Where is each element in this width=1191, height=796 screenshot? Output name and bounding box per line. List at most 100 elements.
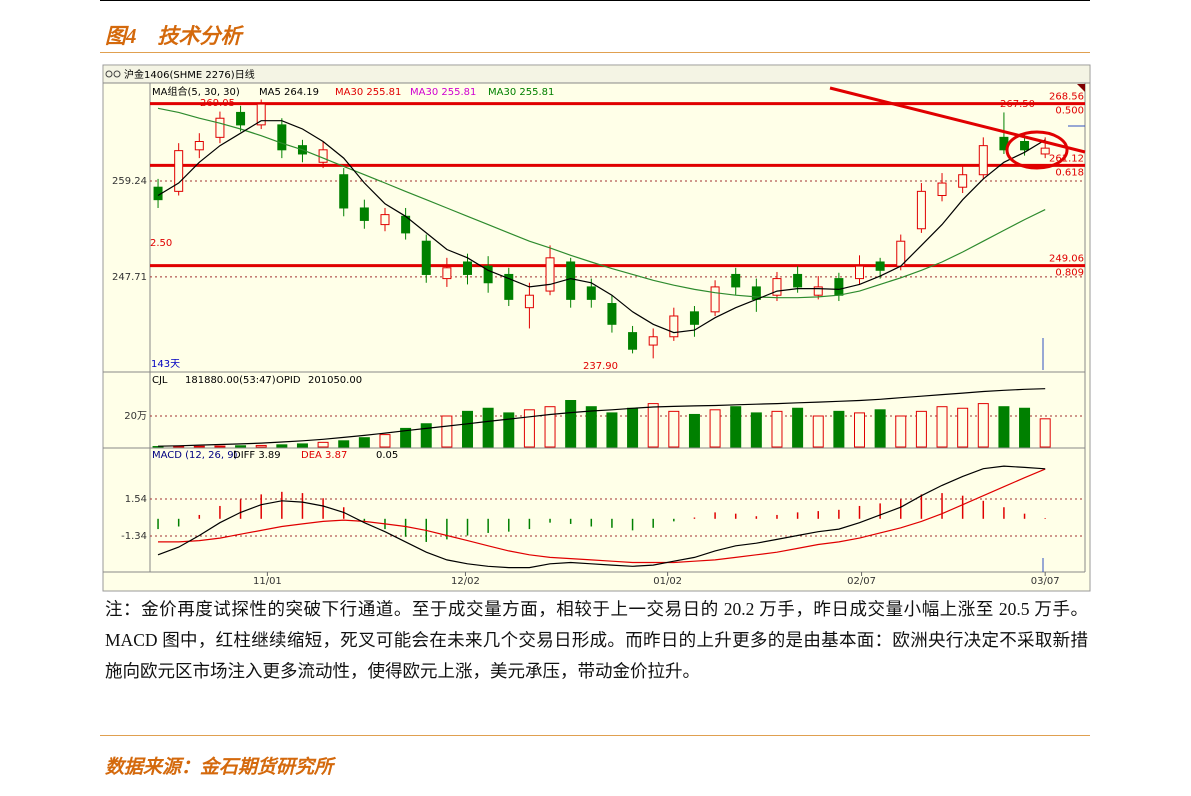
volume-bar: [193, 445, 205, 448]
candle-body: [958, 174, 968, 188]
volume-bar: [771, 410, 783, 448]
level-ratio: 0.618: [1055, 167, 1084, 178]
volume-bar: [523, 409, 535, 448]
volume-bar: [565, 400, 577, 448]
volume-bar: [462, 410, 474, 448]
legend-label: MACD (12, 26, 9): [152, 450, 238, 461]
candle-body: [256, 103, 266, 126]
candle-body: [545, 257, 555, 292]
legend-label: 201050.00: [308, 375, 362, 386]
volume-bar: [936, 406, 948, 448]
candle-body: [731, 273, 741, 288]
candle-body: [215, 117, 225, 138]
volume-bar: [1019, 407, 1031, 448]
level-ratio: 0.500: [1055, 106, 1084, 117]
ma5-line: [157, 120, 1046, 334]
candle-body: [628, 332, 638, 350]
volume-bar: [792, 407, 804, 448]
candle-body: [813, 286, 823, 296]
icon: [113, 70, 121, 78]
figure-title: 图4 技术分析: [105, 24, 242, 48]
volume-bar: [915, 410, 927, 448]
level-price: 268.56: [1049, 92, 1084, 103]
volume-bar: [296, 443, 308, 448]
volume-bar: [854, 412, 866, 448]
volume-bar: [874, 409, 886, 448]
x-tick-label: 12/02: [451, 576, 480, 587]
highlight-circle: [1005, 130, 1069, 170]
ma30-line: [157, 107, 1046, 299]
volume-bar: [998, 406, 1010, 448]
icon: [105, 70, 113, 78]
volume-bar: [544, 406, 556, 448]
volume-bar: [730, 406, 742, 448]
candle-body: [504, 273, 514, 300]
source: 数据来源：金石期货研究所: [105, 757, 334, 778]
candle-body: [1040, 147, 1050, 155]
candle-body: [339, 174, 349, 209]
candle-body: [463, 261, 473, 275]
volume-bar: [503, 412, 515, 448]
level-price: 261.12: [1049, 153, 1084, 164]
candle-body: [524, 294, 534, 309]
candle-body: [689, 311, 699, 325]
title-rule: [100, 52, 1090, 53]
volume-bar: [585, 406, 597, 448]
candle-body: [937, 182, 947, 197]
candle-body: [648, 336, 658, 346]
volume-bar: [1039, 418, 1051, 448]
annotation: 269.05: [200, 98, 235, 109]
candle-body: [174, 150, 184, 192]
candle-body: [1020, 141, 1030, 151]
y-tick-label: 259.24: [112, 176, 147, 187]
volume-bar: [173, 445, 185, 448]
volume-bar: [255, 444, 267, 448]
volume-bar: [317, 441, 329, 448]
candle-body: [483, 265, 493, 284]
x-tick-label: 03/07: [1031, 576, 1060, 587]
y-tick-label: 20万: [124, 411, 147, 422]
candle-body: [772, 278, 782, 296]
marks: 259.24 247.71 20万 1.54 -1.34 11/01 12/02 01/02 0…: [112, 85, 1085, 587]
volume-bar: [420, 423, 432, 448]
legend-label: CJL: [152, 375, 168, 386]
annotation: 143天: [151, 359, 180, 370]
volume-bar: [957, 407, 969, 448]
x-tick-label: 02/07: [847, 576, 876, 587]
candle-body: [896, 240, 906, 267]
candle-body: [236, 111, 246, 126]
candle-body: [834, 278, 844, 296]
volume-bar: [338, 440, 350, 448]
volume-bar: [668, 410, 680, 448]
volume-bar: [627, 407, 639, 448]
legend-label: MA30 255.81: [335, 87, 401, 98]
candle-body: [669, 315, 679, 338]
annotation: 237.90: [583, 361, 618, 372]
candle-body: [318, 149, 328, 163]
volume-bar: [400, 427, 412, 448]
volume-bar: [235, 445, 247, 448]
candle-body: [277, 124, 287, 151]
volume-bar: [812, 415, 824, 448]
candle-body: [380, 214, 390, 226]
opid-line: [157, 388, 1046, 447]
annotation: 267.50: [1000, 99, 1035, 110]
level-price: 249.06: [1049, 254, 1084, 265]
legend-label: MA30 255.81: [410, 87, 476, 98]
legend-label: 181880.00(53:47): [185, 375, 276, 386]
chart-name: 沪金1406(SHME 2276)日线: [124, 68, 255, 81]
dea-line: [158, 468, 1046, 564]
candle-body: [359, 207, 369, 221]
chart-header: [104, 66, 1089, 83]
volume-bar: [750, 412, 762, 448]
note: 注：金价再度试探性的突破下行通道。至于成交量方面，相较于上一交易日的 20.2 …: [105, 599, 1088, 681]
volume-bar: [688, 413, 700, 448]
source-rule: [100, 735, 1090, 736]
candle-body: [793, 273, 803, 288]
volume-bar: [895, 415, 907, 448]
legend-label: 0.05: [376, 450, 398, 461]
candle-body: [421, 240, 431, 275]
y-tick-label: 1.54: [125, 494, 147, 505]
volume-bar: [833, 410, 845, 448]
